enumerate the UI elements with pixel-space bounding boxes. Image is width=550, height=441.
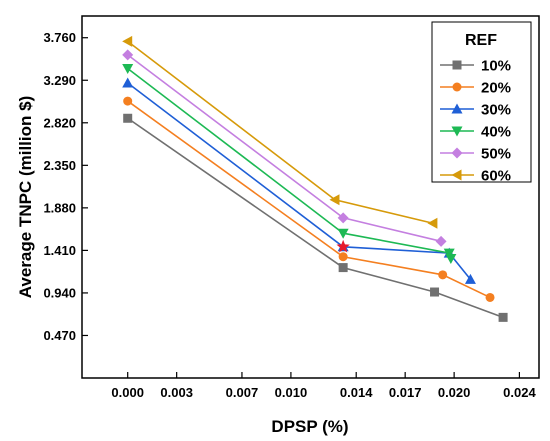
series-60pct bbox=[122, 35, 438, 229]
legend-label: 20% bbox=[481, 80, 511, 97]
legend-marker bbox=[452, 82, 462, 92]
data-point-50pct bbox=[337, 212, 349, 224]
x-tick-label: 0.000 bbox=[111, 385, 144, 400]
data-point-40pct bbox=[443, 248, 455, 259]
axes-layer: 0.000 0.003 0.007 0.010 0.014 0.017 0.020 0.024… bbox=[43, 30, 536, 400]
legend-marker bbox=[451, 103, 463, 114]
data-point-60pct bbox=[427, 217, 438, 229]
series-line-10pct bbox=[127, 117, 504, 319]
y-tick-label: 2.820 bbox=[43, 115, 76, 130]
data-point-60pct bbox=[122, 35, 133, 47]
legend-label: 10% bbox=[481, 58, 511, 75]
legend-items: 10% 20% 30% 40% 50% 60% bbox=[440, 58, 511, 185]
data-point-20pct bbox=[338, 252, 348, 262]
y-tick-label: 1.880 bbox=[43, 200, 76, 215]
x-tick-label: 0.010 bbox=[275, 385, 308, 400]
data-point-10pct bbox=[123, 113, 133, 123]
legend-item-50pct: 50% bbox=[440, 146, 511, 163]
data-point-40pct bbox=[445, 254, 457, 265]
data-point-50pct bbox=[435, 235, 447, 247]
series-line-20pct bbox=[127, 100, 491, 299]
legend-box bbox=[431, 21, 532, 183]
y-tick-label: 2.350 bbox=[43, 158, 76, 173]
series-50pct bbox=[122, 49, 447, 247]
legend-marker bbox=[451, 126, 463, 137]
legend-marker bbox=[451, 147, 463, 159]
series-line-60pct bbox=[127, 40, 434, 225]
x-tick-label: 0.007 bbox=[226, 385, 259, 400]
y-tick-label: 0.940 bbox=[43, 285, 76, 300]
legend-item-40pct: 40% bbox=[440, 124, 511, 141]
legend-item-20pct: 20% bbox=[440, 80, 511, 97]
plot-frame bbox=[81, 15, 540, 379]
data-point-40pct bbox=[337, 228, 349, 239]
y-tick-label: 0.470 bbox=[43, 328, 76, 343]
legend-item-60pct: 60% bbox=[440, 168, 511, 185]
data-point-20pct bbox=[438, 270, 448, 280]
x-tick-label: 0.003 bbox=[160, 385, 193, 400]
x-tick-label: 0.024 bbox=[503, 385, 536, 400]
legend-marker bbox=[451, 169, 462, 181]
y-axis-title: Average TNPC (million $) bbox=[16, 96, 35, 298]
data-point-30pct bbox=[464, 273, 476, 284]
x-tick-label: 0.017 bbox=[389, 385, 422, 400]
legend-item-30pct: 30% bbox=[440, 102, 511, 119]
y-tick-label: 3.760 bbox=[43, 30, 76, 45]
series-30pct bbox=[122, 77, 476, 284]
series-20pct bbox=[123, 96, 495, 302]
legend-label: 50% bbox=[481, 146, 511, 163]
data-point-50pct bbox=[122, 49, 134, 61]
y-tick-label: 3.290 bbox=[43, 73, 76, 88]
legend-label: 40% bbox=[481, 124, 511, 141]
data-point-40pct bbox=[122, 63, 134, 74]
legend-marker bbox=[452, 60, 462, 70]
data-point-10pct bbox=[338, 263, 348, 273]
data-point-20pct bbox=[485, 292, 495, 302]
legend-title: REF bbox=[465, 32, 497, 49]
legend-item-10pct: 10% bbox=[440, 58, 511, 75]
series-10pct bbox=[123, 113, 508, 322]
series-40pct bbox=[122, 63, 457, 265]
legend-label: 30% bbox=[481, 102, 511, 119]
y-tick-label: 1.410 bbox=[43, 243, 76, 258]
legend-label: 60% bbox=[481, 168, 511, 185]
x-axis-title: DPSP (%) bbox=[271, 417, 348, 436]
highlight-star-marker bbox=[336, 239, 350, 253]
data-point-30pct bbox=[122, 77, 134, 88]
legend: REF 10% 20% 30% 40% 50% 60% bbox=[431, 21, 532, 185]
data-point-60pct bbox=[329, 194, 340, 206]
data-point-20pct bbox=[123, 96, 133, 106]
x-tick-label: 0.014 bbox=[340, 385, 373, 400]
series-line-30pct bbox=[127, 82, 472, 280]
data-point-10pct bbox=[430, 287, 440, 297]
series-layer bbox=[122, 35, 508, 322]
x-tick-label: 0.020 bbox=[438, 385, 471, 400]
data-point-10pct bbox=[498, 312, 508, 322]
